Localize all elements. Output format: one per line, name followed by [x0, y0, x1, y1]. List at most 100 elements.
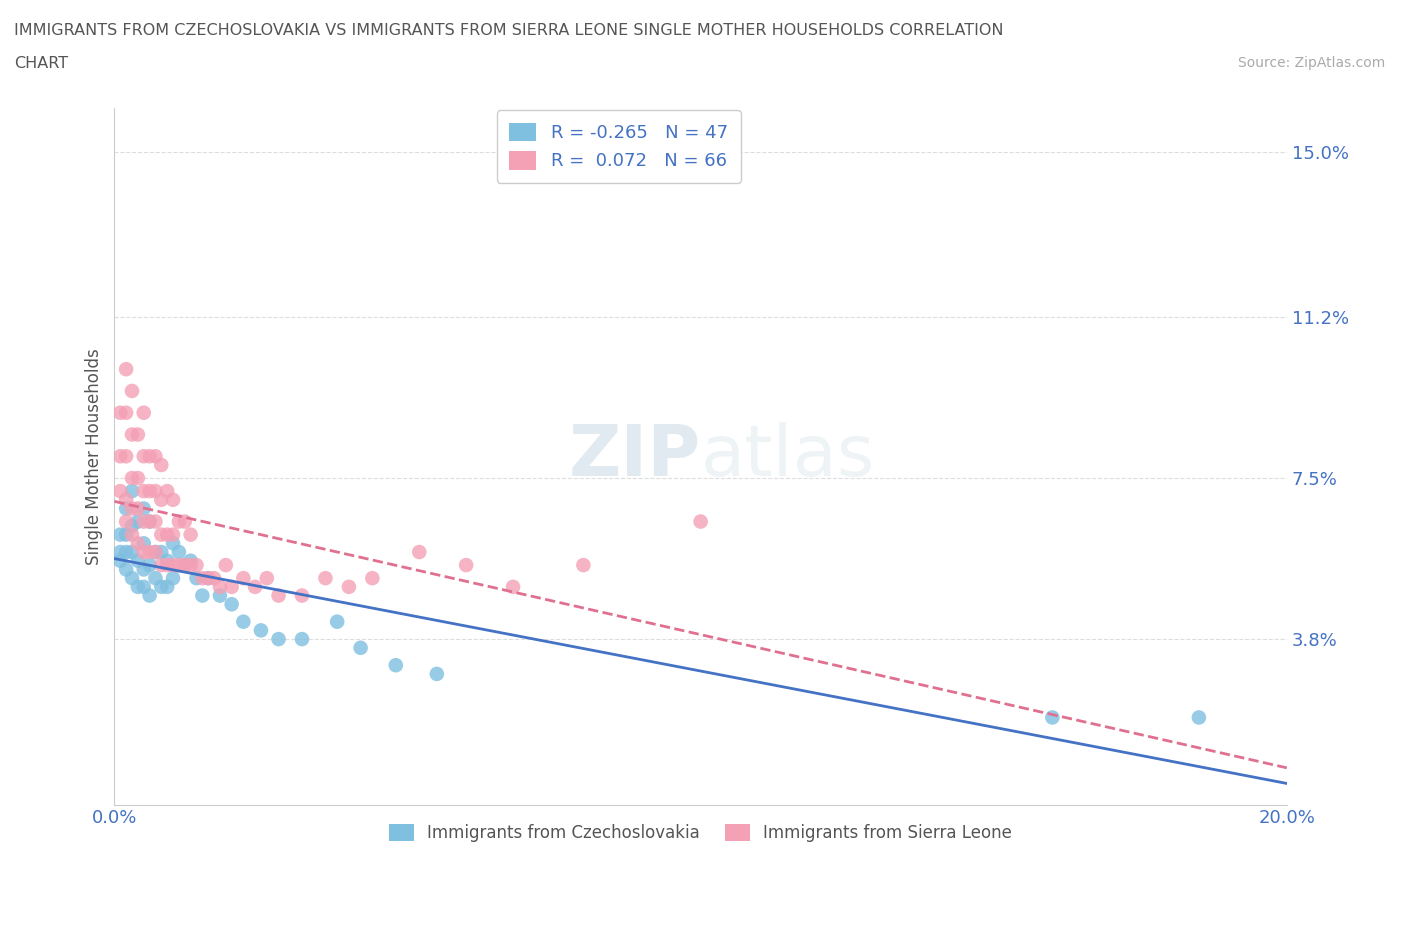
Point	[121, 501, 143, 516]
Point	[156, 553, 179, 568]
Point	[127, 501, 149, 516]
Point	[115, 545, 138, 560]
Point	[115, 449, 138, 464]
Point	[121, 427, 143, 442]
Point	[243, 579, 266, 594]
Point	[197, 571, 219, 586]
Point	[232, 571, 254, 586]
Point	[132, 514, 155, 529]
Point	[115, 527, 138, 542]
Point	[110, 527, 132, 542]
Y-axis label: Single Mother Households: Single Mother Households	[86, 348, 103, 565]
Legend: Immigrants from Czechoslovakia, Immigrants from Sierra Leone: Immigrants from Czechoslovakia, Immigran…	[382, 817, 1019, 848]
Point	[145, 514, 167, 529]
Point	[121, 545, 143, 560]
Point	[110, 405, 132, 420]
Point	[127, 579, 149, 594]
Point	[173, 558, 195, 573]
Point	[572, 558, 595, 573]
Point	[132, 405, 155, 420]
Point	[132, 562, 155, 577]
Point	[121, 519, 143, 534]
Point	[132, 536, 155, 551]
Point	[385, 658, 408, 672]
Point	[138, 588, 160, 603]
Point	[121, 383, 143, 398]
Point	[138, 484, 160, 498]
Point	[326, 614, 349, 629]
Point	[127, 536, 149, 551]
Point	[191, 588, 214, 603]
Point	[502, 579, 524, 594]
Point	[145, 484, 167, 498]
Point	[150, 579, 173, 594]
Point	[173, 558, 195, 573]
Point	[186, 558, 208, 573]
Point	[115, 501, 138, 516]
Point	[208, 579, 231, 594]
Point	[156, 558, 179, 573]
Point	[202, 571, 225, 586]
Point	[132, 484, 155, 498]
Point	[127, 427, 149, 442]
Point	[115, 514, 138, 529]
Point	[150, 492, 173, 507]
Text: CHART: CHART	[14, 56, 67, 71]
Point	[361, 571, 384, 586]
Point	[291, 588, 314, 603]
Point	[138, 558, 160, 573]
Point	[162, 536, 184, 551]
Text: ZIP: ZIP	[568, 422, 700, 491]
Point	[173, 514, 195, 529]
Point	[167, 545, 190, 560]
Point	[1040, 710, 1063, 724]
Point	[1188, 710, 1211, 724]
Point	[162, 558, 184, 573]
Point	[145, 545, 167, 560]
Text: atlas: atlas	[700, 422, 875, 491]
Point	[132, 579, 155, 594]
Point	[250, 623, 273, 638]
Point	[121, 471, 143, 485]
Point	[156, 579, 179, 594]
Point	[408, 545, 430, 560]
Point	[232, 614, 254, 629]
Point	[162, 492, 184, 507]
Point	[337, 579, 360, 594]
Point	[167, 558, 190, 573]
Point	[197, 571, 219, 586]
Point	[115, 362, 138, 377]
Point	[215, 558, 238, 573]
Point	[162, 527, 184, 542]
Point	[256, 571, 278, 586]
Point	[267, 588, 290, 603]
Point	[132, 545, 155, 560]
Point	[110, 553, 132, 568]
Point	[127, 514, 149, 529]
Point	[150, 527, 173, 542]
Point	[221, 579, 243, 594]
Point	[115, 405, 138, 420]
Point	[180, 558, 202, 573]
Point	[138, 449, 160, 464]
Point	[314, 571, 336, 586]
Point	[145, 449, 167, 464]
Point	[138, 514, 160, 529]
Point	[221, 597, 243, 612]
Point	[349, 641, 371, 656]
Point	[110, 545, 132, 560]
Point	[291, 631, 314, 646]
Point	[162, 571, 184, 586]
Point	[132, 449, 155, 464]
Point	[180, 527, 202, 542]
Point	[121, 527, 143, 542]
Point	[110, 484, 132, 498]
Point	[145, 545, 167, 560]
Text: IMMIGRANTS FROM CZECHOSLOVAKIA VS IMMIGRANTS FROM SIERRA LEONE SINGLE MOTHER HOU: IMMIGRANTS FROM CZECHOSLOVAKIA VS IMMIGR…	[14, 23, 1004, 38]
Point	[267, 631, 290, 646]
Point	[115, 492, 138, 507]
Point	[127, 553, 149, 568]
Text: Source: ZipAtlas.com: Source: ZipAtlas.com	[1237, 56, 1385, 70]
Point	[180, 553, 202, 568]
Point	[689, 514, 711, 529]
